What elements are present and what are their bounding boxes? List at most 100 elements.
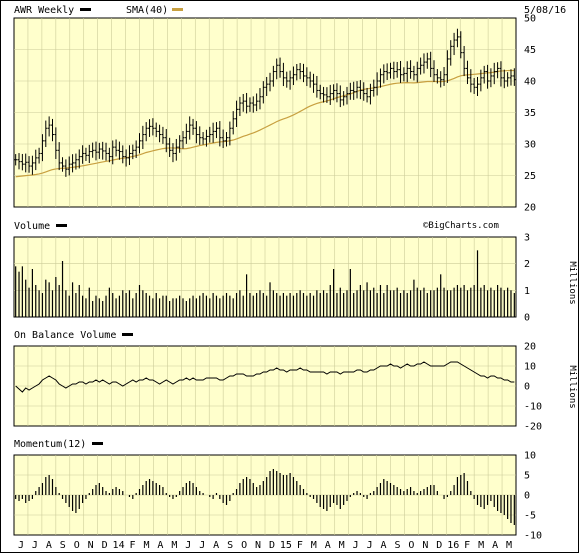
price-bar [74, 153, 78, 170]
volume-ytick: 3 [524, 233, 530, 244]
price-bar [439, 71, 443, 88]
price-bar [352, 81, 356, 100]
price-ytick: 50 [524, 14, 536, 25]
x-tick-label: N [422, 540, 428, 551]
momentum-ytick: -10 [524, 531, 542, 542]
price-bar [235, 100, 239, 127]
price-bar [117, 141, 121, 160]
price-ytick: 45 [524, 45, 536, 56]
x-tick-label: S [227, 540, 233, 551]
x-tick-label: 15 [280, 540, 292, 551]
price-bar [14, 154, 18, 166]
price-ytick: 35 [524, 108, 536, 119]
price-bar [419, 57, 423, 75]
price-bar [228, 121, 232, 146]
sma-line [15, 69, 515, 178]
price-bar [492, 62, 496, 85]
price-bar [71, 154, 75, 173]
price-bar [432, 60, 436, 82]
price-bar [301, 63, 305, 83]
price-bar [382, 64, 386, 84]
price-bar [154, 122, 158, 138]
price-bar [422, 53, 426, 74]
obv-legend-swatch [122, 333, 133, 336]
x-tick-label: D [436, 540, 442, 551]
price-bar [265, 76, 269, 96]
price-bar [204, 129, 208, 147]
price-bar [318, 84, 322, 100]
price-bar [429, 51, 433, 78]
momentum-ytick: 10 [524, 451, 536, 462]
x-tick-label: J [367, 540, 373, 551]
price-bar [20, 153, 24, 171]
price-bar [184, 123, 188, 144]
price-bar [158, 124, 162, 143]
volume-panel: 3 2 1 0 [13, 233, 530, 324]
price-bar [104, 142, 108, 161]
price-bar [131, 144, 135, 160]
sma-legend-swatch [172, 8, 183, 11]
price-bar [405, 61, 409, 83]
price-bar [479, 69, 483, 92]
price-ytick: 25 [524, 171, 536, 182]
price-bar [198, 126, 202, 145]
x-tick-label: F [464, 540, 470, 551]
price-bar [161, 126, 165, 144]
obv-panel: 20 10 0 -10 -20 [13, 342, 542, 433]
price-bar [208, 126, 212, 143]
price-bar [335, 83, 339, 103]
x-tick-label: M [171, 540, 177, 551]
price-bar [281, 62, 285, 87]
price-bar [44, 120, 48, 148]
ticker-legend-swatch [80, 8, 91, 11]
price-bar [472, 77, 476, 94]
price-bar [358, 80, 362, 100]
price-bar [101, 141, 105, 160]
price-bar [445, 50, 449, 83]
momentum-ytick: 5 [524, 471, 530, 482]
x-tick-label: A [325, 540, 331, 551]
price-bar [211, 122, 215, 143]
x-tick-label: 14 [113, 540, 125, 551]
price-bar [17, 153, 21, 170]
price-bar [285, 71, 289, 88]
price-bar [151, 118, 155, 136]
price-bar [81, 145, 85, 164]
x-tick-label: D [102, 540, 108, 551]
price-bar [288, 70, 292, 90]
price-bar [476, 76, 480, 96]
price-bar [305, 67, 309, 87]
price-bar [178, 135, 182, 153]
price-bar [27, 156, 31, 173]
price-bar [124, 149, 128, 167]
price-ytick: 40 [524, 77, 536, 88]
x-tick-label: J [199, 540, 205, 551]
price-bar [255, 93, 259, 112]
x-tick-label: N [88, 540, 94, 551]
price-bar [338, 85, 342, 108]
price-bar [225, 132, 229, 147]
ticker-label: AWR Weekly [14, 5, 74, 16]
price-bar [231, 111, 235, 135]
sma-label: SMA(40) [126, 5, 168, 16]
price-bar [30, 155, 34, 175]
x-tick-label: J [32, 540, 38, 551]
price-bar [201, 132, 205, 145]
momentum-title: Momentum(12) [14, 439, 86, 450]
x-tick-label: A [213, 540, 219, 551]
price-bar [24, 153, 28, 173]
price-bar [378, 68, 382, 88]
x-axis: J J A S O N D 14 F M A M J J A S O N D 15 F M A M J J A S O N D 16 F M A M [18, 540, 512, 551]
price-bar [355, 81, 359, 99]
obv-title: On Balance Volume [14, 330, 116, 341]
price-bar [268, 72, 272, 92]
momentum-ytick: 0 [524, 491, 530, 502]
price-bar [77, 149, 81, 169]
price-bar [489, 68, 493, 88]
momentum-ytick: -5 [524, 511, 536, 522]
price-bar [372, 79, 376, 97]
price-bar [148, 119, 152, 137]
price-bar [238, 96, 242, 117]
price-bar [512, 68, 516, 86]
